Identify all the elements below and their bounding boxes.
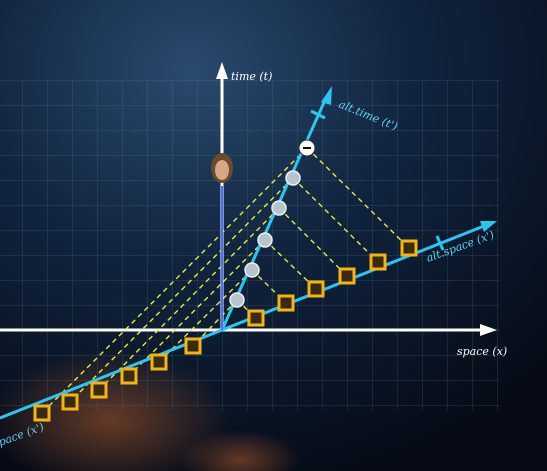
time-label: time (t) bbox=[231, 70, 272, 83]
events-space bbox=[33, 239, 418, 422]
grid bbox=[0, 80, 500, 410]
events-time bbox=[229, 170, 301, 308]
arrow bbox=[480, 221, 497, 232]
observer bbox=[211, 153, 233, 183]
arrow bbox=[321, 86, 332, 105]
space-label: space (x) bbox=[457, 345, 507, 358]
nebula bbox=[180, 430, 300, 471]
